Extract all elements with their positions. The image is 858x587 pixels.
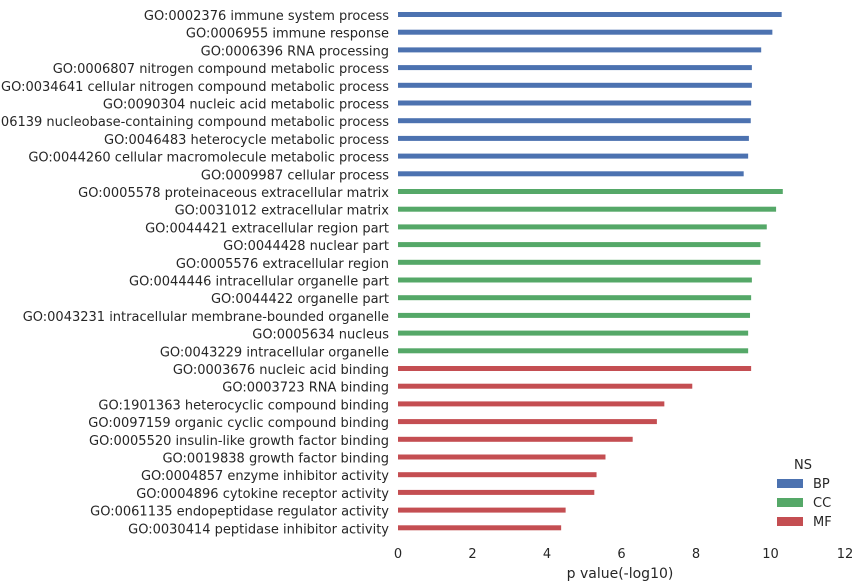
- category-label: GO:0030414 peptidase inhibitor activity: [128, 522, 389, 537]
- category-label: GO:0090304 nucleic acid metabolic proces…: [103, 98, 389, 113]
- bar-bp: [398, 118, 751, 124]
- legend-label-mf: MF: [813, 515, 832, 530]
- category-label: GO:0004896 cytokine receptor activity: [136, 487, 389, 502]
- legend-title: NS: [794, 458, 812, 473]
- category-label: GO:0005576 extracellular region: [176, 257, 389, 272]
- category-label: GO:0005520 insulin-like growth factor bi…: [89, 434, 389, 449]
- bar-mf: [398, 454, 606, 460]
- bar-bp: [398, 153, 749, 159]
- category-label: GO:0019838 growth factor binding: [162, 452, 389, 467]
- bar-mf: [398, 383, 693, 389]
- bar-bp: [398, 47, 762, 53]
- category-label: GO:0005634 nucleus: [252, 328, 389, 343]
- bar-mf: [398, 419, 657, 425]
- category-label: GO:0043229 intracellular organelle: [160, 345, 389, 360]
- x-tick-label: 10: [762, 547, 779, 562]
- x-tick-label: 2: [468, 547, 476, 562]
- bar-cc: [398, 259, 761, 265]
- bar-mf: [398, 507, 566, 513]
- bar-mf: [398, 472, 597, 478]
- bar-bp: [398, 135, 749, 141]
- category-label: GO:0044428 nuclear part: [223, 239, 389, 254]
- category-label: GO:0006139 nucleobase-containing compoun…: [0, 115, 389, 130]
- category-label: GO:0097159 organic cyclic compound bindi…: [88, 416, 389, 431]
- bar-cc: [398, 277, 752, 283]
- bar-cc: [398, 348, 749, 354]
- category-label: GO:0046483 heterocycle metabolic process: [104, 133, 389, 148]
- bar-mf: [398, 366, 752, 371]
- category-label: GO:0044260 cellular macromolecule metabo…: [28, 151, 389, 166]
- bar-bp: [398, 65, 752, 71]
- legend-swatch-cc: [777, 498, 803, 507]
- category-label: GO:0031012 extracellular matrix: [175, 204, 390, 219]
- bar-bp: [398, 171, 744, 177]
- category-label: GO:0002376 immune system process: [144, 9, 389, 24]
- category-label: GO:0009987 cellular process: [201, 168, 389, 183]
- bar-bp: [398, 100, 752, 106]
- bar-mf: [398, 525, 562, 531]
- legend-swatch-mf: [777, 517, 803, 526]
- category-label: GO:0006955 immune response: [186, 27, 389, 42]
- legend: NS BP CC MF: [777, 458, 832, 530]
- bar-cc: [398, 224, 767, 230]
- category-label: GO:0003676 nucleic acid binding: [173, 363, 389, 378]
- bars-layer: [398, 12, 783, 531]
- bar-cc: [398, 312, 751, 318]
- x-tick-label: 12: [837, 547, 854, 562]
- category-label: GO:0003723 RNA binding: [222, 381, 389, 396]
- x-tick-label: 8: [692, 547, 700, 562]
- category-label: GO:0061135 endopeptidase regulator activ…: [90, 505, 389, 520]
- bar-bp: [398, 82, 752, 88]
- legend-label-bp: BP: [813, 477, 830, 492]
- bar-cc: [398, 206, 777, 212]
- legend-label-cc: CC: [813, 496, 831, 511]
- category-label: GO:1901363 heterocyclic compound binding: [98, 398, 389, 413]
- legend-entries: BP CC MF: [777, 477, 832, 530]
- category-label: GO:0044422 organelle part: [211, 292, 389, 307]
- bar-mf: [398, 489, 595, 495]
- category-label: GO:0043231 intracellular membrane-bounde…: [23, 310, 389, 325]
- legend-swatch-bp: [777, 479, 803, 488]
- category-labels: GO:0002376 immune system process GO:00069…: [0, 9, 389, 537]
- bar-cc: [398, 295, 752, 301]
- bar-bp: [398, 12, 782, 17]
- x-tick-label: 0: [394, 547, 402, 562]
- bar-bp: [398, 29, 773, 35]
- category-label: GO:0044446 intracellular organelle part: [129, 275, 389, 290]
- bar-cc: [398, 242, 761, 248]
- category-label: GO:0004857 enzyme inhibitor activity: [141, 469, 389, 484]
- bar-cc: [398, 330, 749, 336]
- bar-mf: [398, 436, 633, 442]
- bar-mf: [398, 401, 665, 407]
- bar-cc: [398, 189, 783, 194]
- x-axis-label: p value(-log10): [567, 566, 674, 582]
- x-axis-ticks: 0 2 4 6 8 10 12: [394, 547, 853, 562]
- category-label: GO:0006396 RNA processing: [201, 44, 389, 59]
- category-label: GO:0006807 nitrogen compound metabolic p…: [53, 62, 390, 77]
- x-tick-label: 4: [543, 547, 551, 562]
- category-label: GO:0005578 proteinaceous extracellular m…: [78, 186, 389, 201]
- x-tick-label: 6: [617, 547, 625, 562]
- category-label: GO:0044421 extracellular region part: [145, 221, 389, 236]
- category-label: GO:0034641 cellular nitrogen compound me…: [1, 80, 389, 95]
